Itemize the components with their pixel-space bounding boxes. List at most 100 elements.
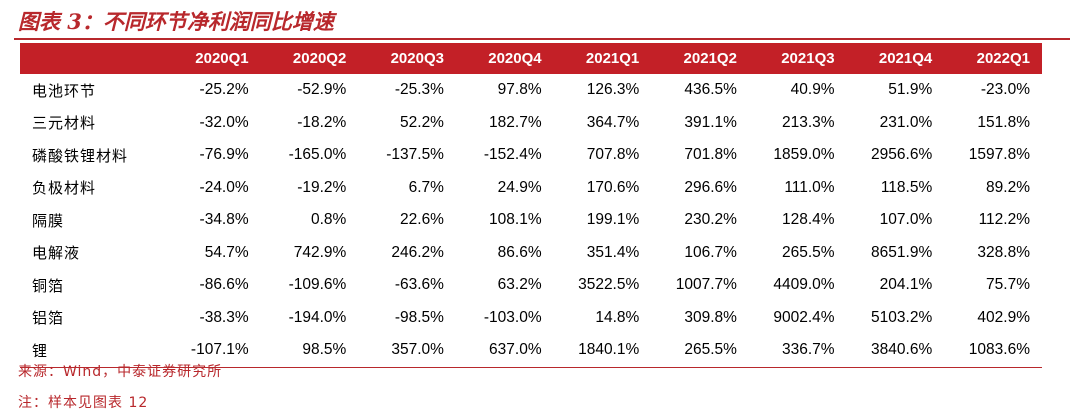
table-cell: 170.6%	[586, 178, 640, 196]
table-cell: -194.0%	[288, 308, 347, 326]
table-cell: 1597.8%	[968, 146, 1030, 164]
table-row: 锂 -107.1% 98.5% 357.0% 637.0% 1840.1% 26…	[20, 334, 1042, 368]
table-cell: -165.0%	[288, 146, 347, 164]
table-cell: 182.7%	[489, 113, 542, 131]
table-cell: 1007.7%	[675, 276, 737, 294]
table-cell: -76.9%	[199, 146, 249, 164]
table-cell: 328.8%	[977, 243, 1030, 261]
source-note: 来源：Wind，中泰证券研究所	[18, 364, 223, 380]
table-cell: 118.5%	[880, 178, 933, 196]
column-header-2022q1: 2022Q1	[944, 43, 1042, 74]
table-cell: 637.0%	[455, 334, 554, 368]
table-cell: 204.1%	[879, 276, 933, 294]
table-cell: 3840.6%	[846, 334, 945, 368]
title-divider	[14, 38, 1070, 40]
table-cell: 402.9%	[977, 308, 1030, 326]
column-header-2021q4: 2021Q4	[846, 43, 945, 74]
row-label: 铜箔	[32, 276, 65, 295]
table-cell: 51.9%	[888, 81, 933, 99]
growth-table: 2020Q1 2020Q2 2020Q3 2020Q4 2021Q1 2021Q…	[20, 43, 1042, 368]
table-cell: -137.5%	[386, 146, 444, 164]
row-label: 磷酸铁锂材料	[32, 146, 129, 165]
table-cell: 296.6%	[684, 178, 737, 196]
table-cell: 151.8%	[977, 113, 1030, 131]
column-header-2021q1: 2021Q1	[553, 43, 652, 74]
table-row: 铝箔 -38.3% -194.0% -98.5% -103.0% 14.8% 3…	[20, 302, 1042, 335]
table-cell: 22.6%	[400, 211, 444, 229]
table-cell: 1083.6%	[944, 334, 1042, 368]
table-row: 电解液 54.7% 742.9% 246.2% 86.6% 351.4% 106…	[20, 237, 1042, 270]
table-row: 三元材料 -32.0% -18.2% 52.2% 182.7% 364.7% 3…	[20, 107, 1042, 140]
table-cell: 107.0%	[879, 211, 933, 229]
table-cell: 128.4%	[782, 211, 835, 229]
table-cell: 111.0%	[784, 178, 835, 196]
row-label: 电池环节	[32, 81, 97, 100]
table-cell: 5103.2%	[871, 308, 933, 326]
column-header-2020q1: 2020Q1	[163, 43, 261, 74]
table-row: 磷酸铁锂材料 -76.9% -165.0% -137.5% -152.4% 70…	[20, 139, 1042, 172]
row-label: 电解液	[32, 244, 81, 263]
table-cell: 108.1%	[489, 211, 542, 229]
column-header-2021q2: 2021Q2	[651, 43, 749, 74]
table-cell: 1840.1%	[553, 334, 652, 368]
table-row: 铜箔 -86.6% -109.6% -63.6% 63.2% 3522.5% 1…	[20, 269, 1042, 302]
table-row: 电池环节 -25.2% -52.9% -25.3% 97.8% 126.3% 4…	[20, 74, 1042, 107]
table-cell: -152.4%	[483, 146, 542, 164]
table-cell: 89.2%	[986, 178, 1030, 196]
table-cell: -86.6%	[199, 276, 249, 294]
table-cell: -63.6%	[394, 276, 444, 294]
table-cell: 436.5%	[684, 81, 737, 99]
row-label: 铝箔	[32, 309, 65, 328]
table-cell: 231.0%	[879, 113, 933, 131]
table-cell: 230.2%	[684, 211, 737, 229]
figure-title: 图表 3：不同环节净利润同比增速	[18, 9, 334, 34]
table-cell: -24.0%	[199, 178, 249, 196]
table-cell: 701.8%	[684, 146, 737, 164]
table-cell: 6.7%	[408, 178, 444, 196]
table-row: 负极材料 -24.0% -19.2% 6.7% 24.9% 170.6% 296…	[20, 172, 1042, 205]
table-cell: 106.7%	[684, 243, 737, 261]
table-cell: 336.7%	[748, 334, 847, 368]
table-cell: 40.9%	[790, 81, 835, 99]
table-cell: 265.5%	[651, 334, 749, 368]
table-cell: 0.8%	[310, 211, 347, 229]
table-cell: 9002.4%	[773, 308, 835, 326]
row-label: 锂	[20, 334, 163, 368]
table-cell: -98.5%	[394, 308, 444, 326]
table-cell: 3522.5%	[578, 276, 640, 294]
table-cell: 2956.6%	[871, 146, 933, 164]
table-cell: -107.1%	[163, 334, 261, 368]
table-cell: 24.9%	[497, 178, 542, 196]
table-cell: 213.3%	[782, 113, 835, 131]
table-cell: 265.5%	[782, 243, 835, 261]
table-cell: 54.7%	[204, 243, 249, 261]
table-cell: 309.8%	[684, 308, 737, 326]
table-cell: 86.6%	[497, 243, 542, 261]
column-header-2021q3: 2021Q3	[748, 43, 847, 74]
table-header: 2020Q1 2020Q2 2020Q3 2020Q4 2021Q1 2021Q…	[20, 43, 1042, 74]
table-body: 电池环节 -25.2% -52.9% -25.3% 97.8% 126.3% 4…	[20, 74, 1042, 368]
table-cell: 75.7%	[986, 276, 1030, 294]
table-cell: 63.2%	[497, 276, 542, 294]
table-cell: 357.0%	[358, 334, 456, 368]
table-cell: -38.3%	[199, 308, 249, 326]
table-cell: -18.2%	[297, 113, 347, 131]
row-label: 负极材料	[32, 179, 97, 198]
column-header-2020q2: 2020Q2	[260, 43, 359, 74]
table-cell: -103.0%	[483, 308, 542, 326]
table-cell: 4409.0%	[773, 276, 835, 294]
table-cell: -52.9%	[297, 81, 347, 99]
row-label: 三元材料	[32, 114, 97, 133]
table-cell: 97.8%	[497, 81, 542, 99]
table-cell: 742.9%	[293, 243, 347, 261]
table-cell: 14.8%	[595, 308, 640, 326]
table-cell: -25.2%	[199, 81, 249, 99]
table-cell: 199.1%	[586, 211, 640, 229]
table-cell: 707.8%	[586, 146, 640, 164]
table-cell: 364.7%	[586, 113, 640, 131]
row-label: 隔膜	[32, 211, 65, 230]
table-cell: 8651.9%	[871, 243, 933, 261]
table-cell: -34.8%	[199, 211, 249, 229]
table-cell: 126.3%	[586, 81, 640, 99]
header-row: 2020Q1 2020Q2 2020Q3 2020Q4 2021Q1 2021Q…	[20, 43, 1042, 74]
